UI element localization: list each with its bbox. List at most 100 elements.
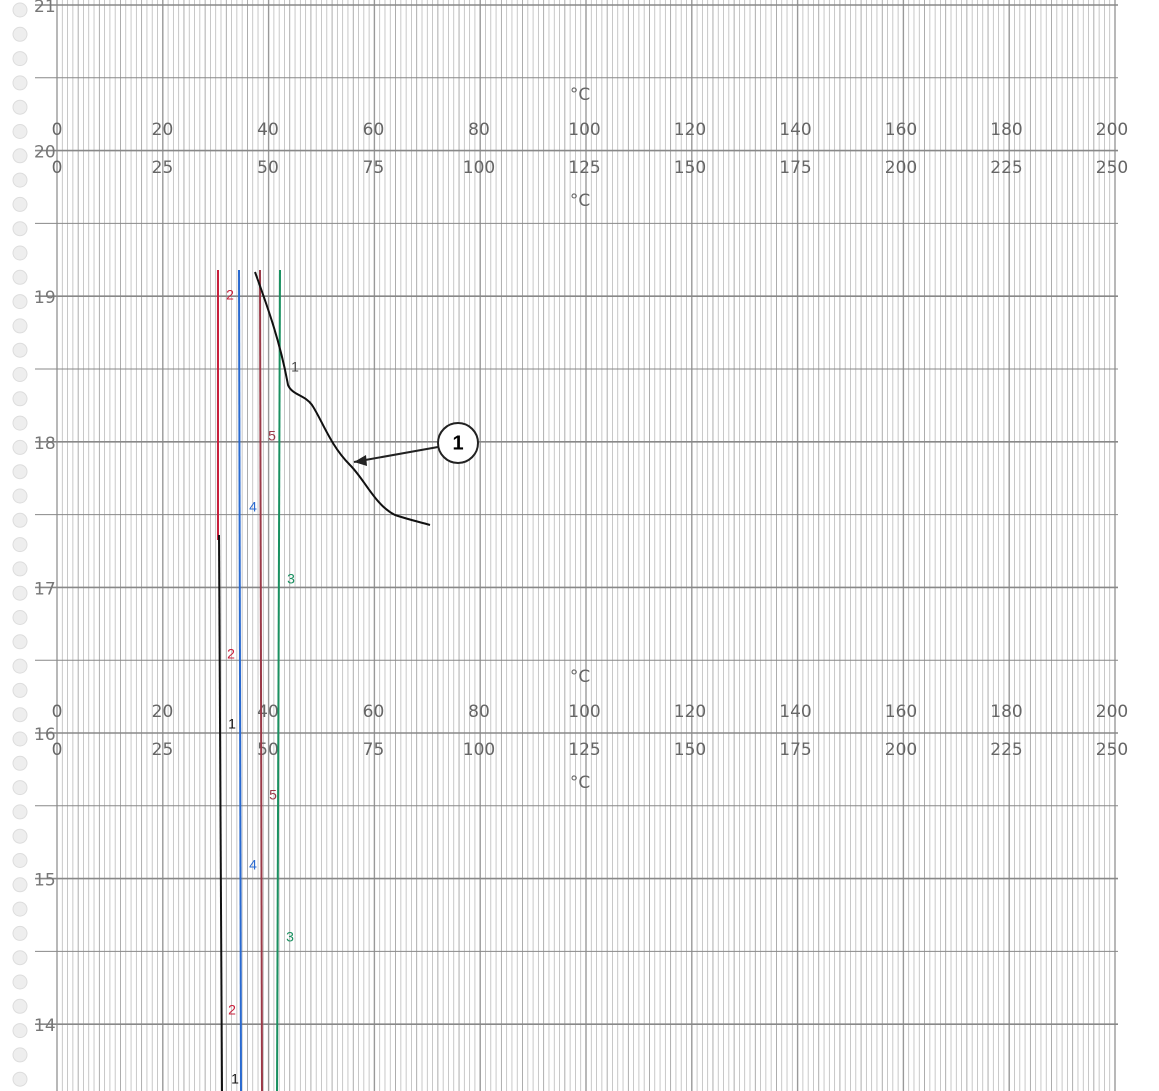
scale-label: 120 [674,120,706,140]
pen-label: 3 [287,571,295,587]
punch-hole [13,805,27,819]
punch-hole [13,854,27,868]
scale-label: 0 [52,702,63,722]
scale-label: 40 [257,120,279,140]
punch-hole [13,586,27,600]
punch-hole [13,173,27,187]
scale-label: 0 [52,740,63,760]
hour-label: 21 [34,0,56,17]
scale-label: 250 [1096,740,1128,760]
scale-label: 20 [152,702,174,722]
scale-label: 25 [152,158,174,178]
punch-hole [13,295,27,309]
hour-label: 15 [34,871,56,891]
punch-hole [13,708,27,722]
scale-label: 160 [885,120,917,140]
scale-label: 160 [885,702,917,722]
punch-hole [13,878,27,892]
punch-hole [13,732,27,746]
pen-label: 5 [269,787,277,803]
punch-hole [13,489,27,503]
punch-hole [13,100,27,114]
scale-label: 60 [363,702,385,722]
pen-label: 1 [231,1071,239,1087]
punch-hole [13,781,27,795]
pen-label: 1 [291,359,299,375]
punch-hole [13,683,27,697]
scale-label: 225 [990,740,1022,760]
punch-hole [13,222,27,236]
scale-label: 75 [363,740,385,760]
scale-label: 175 [779,740,811,760]
scale-label: 175 [779,158,811,178]
pen-label: 2 [227,646,235,662]
punch-hole [13,1024,27,1038]
scale-label: 120 [674,702,706,722]
pen-label: 1 [228,716,236,732]
punch-hole [13,756,27,770]
hour-label: 19 [34,288,56,308]
scale-label: 0 [52,158,63,178]
scale-label: 125 [568,158,600,178]
scale-label: 0 [52,120,63,140]
recorder-chart: 2120191817161514°C0204060801001201401601… [0,0,1159,1091]
scale-label: 20 [152,120,174,140]
punch-hole [13,635,27,649]
pen-label: 4 [249,499,257,515]
punch-hole [13,1072,27,1086]
punch-hole [13,319,27,333]
punch-hole [13,125,27,139]
punch-hole [13,999,27,1013]
punch-hole [13,611,27,625]
unit-label: °C [570,85,590,105]
scale-label: 250 [1096,158,1128,178]
punch-hole [13,76,27,90]
scale-label: 50 [257,158,279,178]
scale-label: 100 [568,702,600,722]
punch-hole [13,829,27,843]
scale-label: 150 [674,158,706,178]
punch-hole [13,538,27,552]
punch-hole [13,513,27,527]
punch-hole [13,562,27,576]
punch-hole [13,975,27,989]
scale-label: 80 [468,702,490,722]
scale-label: 100 [463,740,495,760]
punch-hole [13,465,27,479]
scale-label: 180 [990,702,1022,722]
scale-label: 100 [568,120,600,140]
scale-label: 200 [885,158,917,178]
scale-label: 140 [779,120,811,140]
punch-hole [13,951,27,965]
punch-hole [13,416,27,430]
punch-hole [13,368,27,382]
punch-hole [13,149,27,163]
scale-label: 200 [1096,120,1128,140]
scale-label: 60 [363,120,385,140]
punch-hole [13,246,27,260]
pen-label: 2 [228,1002,236,1018]
scale-label: 125 [568,740,600,760]
punch-hole [13,902,27,916]
callout-label: 1 [452,432,463,454]
punch-hole [13,270,27,284]
scale-label: 200 [885,740,917,760]
punch-hole [13,1048,27,1062]
pen-label: 3 [286,929,294,945]
scale-label: 225 [990,158,1022,178]
punch-hole [13,926,27,940]
punch-hole [13,52,27,66]
punch-hole [13,3,27,17]
scale-label: 25 [152,740,174,760]
unit-label: °C [570,191,590,211]
punch-hole [13,27,27,41]
hour-label: 18 [34,434,56,454]
punch-hole [13,343,27,357]
scale-label: 100 [463,158,495,178]
scale-label: 180 [990,120,1022,140]
pen-label: 4 [249,857,257,873]
punch-hole [13,197,27,211]
pen-label: 2 [226,287,234,303]
hour-label: 17 [34,579,56,599]
unit-label: °C [570,667,590,687]
